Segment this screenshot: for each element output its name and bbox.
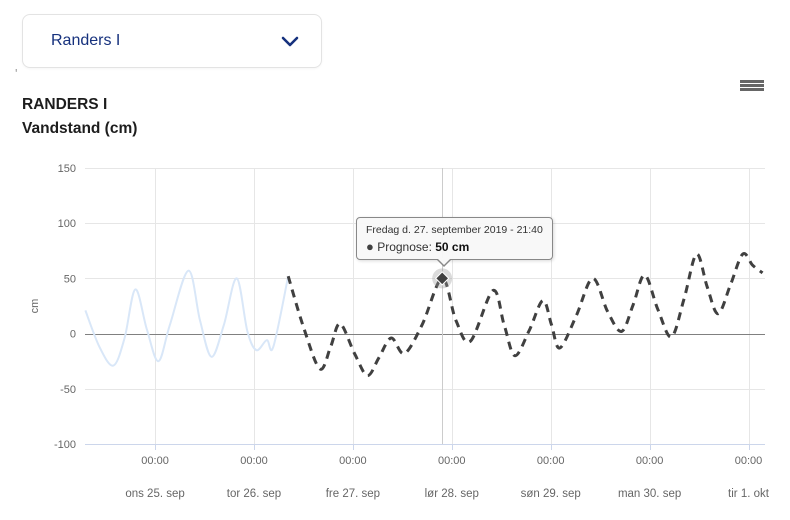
stray-quote-artifact: '	[15, 66, 18, 81]
y-axis-tick-label: 100	[58, 218, 76, 230]
chart-menu-button[interactable]	[733, 72, 771, 98]
x-axis-day-label: tir 1. okt	[728, 488, 770, 500]
station-select-value: Randers I	[51, 32, 121, 49]
x-axis-day-label: tor 26. sep	[227, 488, 281, 500]
y-axis-tick-label: 150	[58, 163, 76, 175]
hover-marker	[434, 271, 450, 286]
tooltip-value: 50 cm	[435, 240, 470, 254]
chart-tooltip: Fredag d. 27. september 2019 - 21:40 ● P…	[356, 217, 553, 267]
y-axis-tick-label: 50	[64, 273, 76, 285]
forecast-series-line	[286, 251, 764, 378]
station-select[interactable]: Randers I	[22, 14, 322, 68]
x-axis-day-label: ons 25. sep	[125, 488, 184, 500]
chevron-down-icon	[281, 36, 299, 46]
x-axis-day-label: lør 28. sep	[425, 488, 479, 500]
x-axis-time-label: 00:00	[240, 455, 268, 467]
x-axis-time-label: 00:00	[438, 455, 466, 467]
x-axis-time-label: 00:00	[339, 455, 367, 467]
y-axis-title: cm	[29, 299, 41, 314]
x-axis-time-label: 00:00	[537, 455, 565, 467]
x-axis-time-label: 00:00	[735, 455, 763, 467]
x-axis-time-label: 00:00	[141, 455, 169, 467]
x-axis-day-label: søn 29. sep	[521, 488, 581, 500]
series-bullet-icon: ●	[366, 239, 374, 254]
y-axis-tick-label: 0	[70, 329, 76, 341]
x-axis-day-label: man 30. sep	[618, 488, 681, 500]
tooltip-series-label: Prognose:	[377, 240, 432, 254]
x-axis-day-label: fre 27. sep	[326, 488, 380, 500]
observed-series-line	[84, 269, 290, 367]
tooltip-date: Fredag d. 27. september 2019 - 21:40	[366, 224, 543, 236]
y-axis-tick-label: -50	[60, 384, 76, 396]
chart-title: RANDERS I	[22, 96, 108, 113]
chart-subtitle: Vandstand (cm)	[22, 120, 138, 137]
x-axis-time-label: 00:00	[636, 455, 664, 467]
y-axis-tick-label: -100	[54, 439, 76, 451]
hamburger-icon	[740, 79, 764, 83]
